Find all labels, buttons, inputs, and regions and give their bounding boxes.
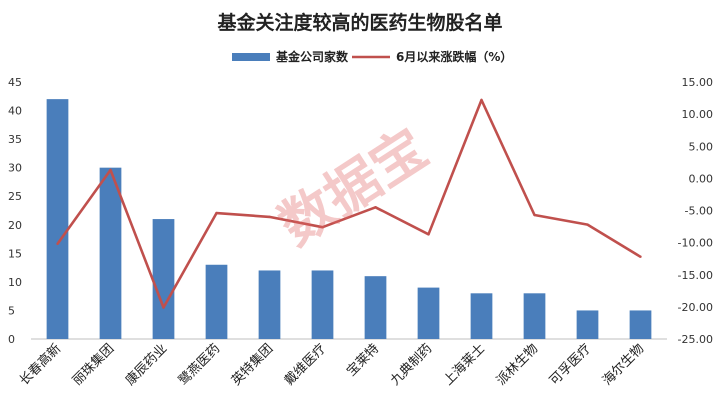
bar [311,270,334,339]
line-point [56,242,59,246]
right-tick-label: -15.00 [678,269,713,282]
left-tick-label: 30 [8,162,22,175]
line-point [374,206,377,209]
line-point [321,226,324,229]
bar [152,219,175,339]
bar [576,310,599,339]
bar [417,287,440,339]
right-tick-label: 10.00 [682,108,714,121]
watermark: 数据宝 [268,117,438,258]
bar [99,167,122,339]
category-label: 英特集团 [228,341,276,389]
line-point [427,233,430,236]
category-label: 长春高新 [16,341,64,389]
category-label: 派林生物 [494,341,541,388]
legend-line-label: 6月以来涨跌幅（%） [396,49,512,64]
legend: 基金公司家数 6月以来涨跌幅（%） [232,49,512,64]
line-point [533,213,536,217]
category-label: 可孚医疗 [547,341,594,388]
left-tick-label: 10 [8,276,22,289]
category-label: 鹭燕医药 [175,341,223,389]
left-tick-label: 15 [8,247,22,260]
right-tick-label: -10.00 [678,237,713,250]
right-tick-label: -25.00 [678,333,713,346]
line-point [109,168,112,172]
right-tick-label: 15.00 [682,76,714,89]
category-label: 九典制药 [388,341,435,388]
right-tick-label: 5.00 [689,140,714,153]
line-point [639,255,642,258]
category-label: 海尔生物 [600,341,647,388]
line-point [480,98,483,102]
left-tick-label: 20 [8,219,22,232]
bar [523,293,546,339]
line-series [56,98,642,309]
line-point [268,215,271,219]
left-tick-label: 25 [8,190,22,203]
legend-bar-swatch [232,53,270,61]
left-tick-label: 5 [8,304,15,317]
legend-bar-label: 基金公司家数 [275,49,349,64]
left-tick-label: 0 [8,333,15,346]
bar [470,293,493,339]
category-label: 上海莱士 [441,341,488,388]
category-label: 康辰药业 [122,341,170,389]
right-tick-label: -20.00 [678,301,713,314]
bar [205,264,228,339]
bar [258,270,281,339]
line-point [162,306,165,309]
bar [364,276,387,339]
line-path [56,98,642,309]
left-tick-label: 45 [8,76,22,89]
left-tick-label: 40 [8,105,22,118]
category-label: 戴维医疗 [282,341,329,388]
category-labels: 长春高新 丽珠集团 康辰药业 鹭燕医药 英特集团 戴维医疗 宝莱特 九典制药 上海莱士 派林生物可… [16,341,647,389]
category-label: 丽珠集团 [69,341,117,389]
bar [629,310,652,339]
bar [46,99,69,339]
left-axis-ticks: 0 5 10 15 20 25 30 35 40 45 [8,76,22,346]
right-tick-label: -5.00 [685,205,713,218]
category-label: 宝莱特 [344,341,382,379]
right-tick-label: 0.00 [689,172,714,185]
line-point [215,211,218,215]
left-tick-label: 35 [8,133,22,146]
chart-title: 基金关注度较高的医药生物股名单 [216,11,502,34]
line-point [586,223,589,226]
right-axis-ticks: -25.00 -20.00 -15.00 -10.00 -5.00 0.00 5.00 10.… [678,76,713,346]
bar-series [46,99,652,339]
